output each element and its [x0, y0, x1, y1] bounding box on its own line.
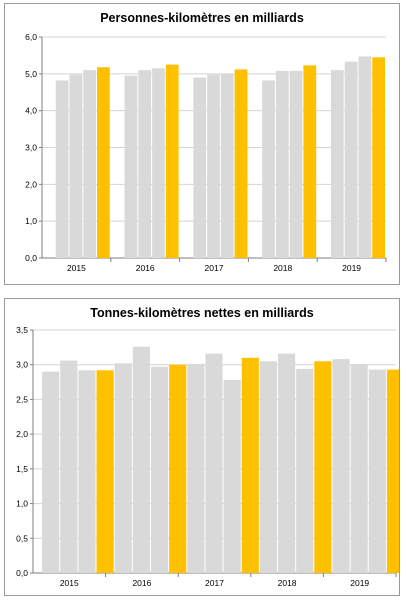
bar [289, 70, 303, 259]
bar [350, 364, 368, 573]
bar [124, 75, 138, 258]
x-tick-label: 2018 [273, 263, 292, 273]
bar [314, 361, 332, 573]
chart-panel-net-tonne-km: Tonnes-kilomètres nettes en milliards 0,… [4, 298, 400, 596]
y-tick-label: 2,5 [16, 394, 28, 404]
bar [332, 359, 350, 573]
bar [259, 361, 278, 573]
bar [223, 379, 241, 573]
bar [193, 77, 207, 259]
bar [96, 370, 114, 573]
bar [278, 353, 296, 573]
bar [152, 68, 165, 258]
bar [55, 80, 69, 258]
chart-title: Tonnes-kilomètres nettes en milliards [90, 306, 314, 320]
y-tick-label: 1,0 [25, 216, 37, 226]
bar [60, 360, 78, 573]
bar [207, 74, 220, 258]
y-tick-label: 2,0 [25, 179, 37, 189]
y-tick-label: 0,5 [16, 533, 28, 543]
y-tick-label: 0,0 [25, 253, 37, 263]
bar [303, 65, 317, 258]
bar [114, 363, 132, 573]
bar [234, 69, 248, 258]
y-tick-label: 1,0 [16, 499, 28, 509]
chart-passenger-km: 0,0 1,0 2,0 3,0 4,0 5,0 6,0 2015 2016 2017 2018 201… [25, 32, 387, 273]
bar [386, 369, 399, 573]
y-tick-label: 6,0 [25, 32, 37, 42]
bar [69, 74, 83, 258]
bar [372, 57, 385, 259]
x-tick-label: 2018 [278, 578, 297, 588]
bar [241, 357, 259, 573]
bar [220, 73, 234, 258]
bar [42, 371, 60, 573]
bar [330, 70, 344, 259]
bar [262, 80, 275, 258]
bar [205, 353, 223, 573]
bar [138, 70, 152, 259]
bar [83, 70, 97, 259]
y-tick-label: 5,0 [25, 69, 37, 79]
y-tick-label: 3,0 [16, 360, 28, 370]
bar [132, 346, 150, 573]
y-tick-label: 0,0 [16, 568, 28, 578]
y-tick-label: 4,0 [25, 106, 37, 116]
bar [344, 61, 358, 259]
x-tick-label: 2016 [136, 263, 155, 273]
x-tick-label: 2019 [350, 578, 369, 588]
x-tick-label: 2017 [205, 263, 224, 273]
bar [169, 364, 187, 573]
chart-net-tonne-km: 0,0 0,5 1,0 1,5 2,0 2,5 3,0 3,5 2015 2016 2017 2018… [16, 325, 399, 588]
bar [275, 70, 289, 259]
bar [368, 369, 386, 573]
x-tick-label: 2015 [67, 263, 86, 273]
chart-panel-passenger-km: Personnes-kilomètres en milliards 0,0 1,0… [4, 3, 400, 285]
x-tick-label: 2016 [132, 578, 151, 588]
chart-title: Personnes-kilomètres en milliards [100, 11, 304, 25]
bar [150, 366, 169, 573]
x-tick-label: 2017 [205, 578, 224, 588]
bar [358, 56, 372, 258]
bar [78, 370, 96, 573]
bar [187, 364, 205, 573]
y-tick-label: 1,5 [16, 464, 28, 474]
bar [165, 64, 179, 258]
y-tick-label: 3,0 [25, 143, 37, 153]
y-tick-label: 2,0 [16, 429, 28, 439]
x-tick-label: 2019 [342, 263, 361, 273]
bar [97, 67, 110, 258]
x-tick-label: 2015 [60, 578, 79, 588]
y-tick-label: 3,5 [16, 325, 28, 335]
bar [296, 368, 314, 573]
